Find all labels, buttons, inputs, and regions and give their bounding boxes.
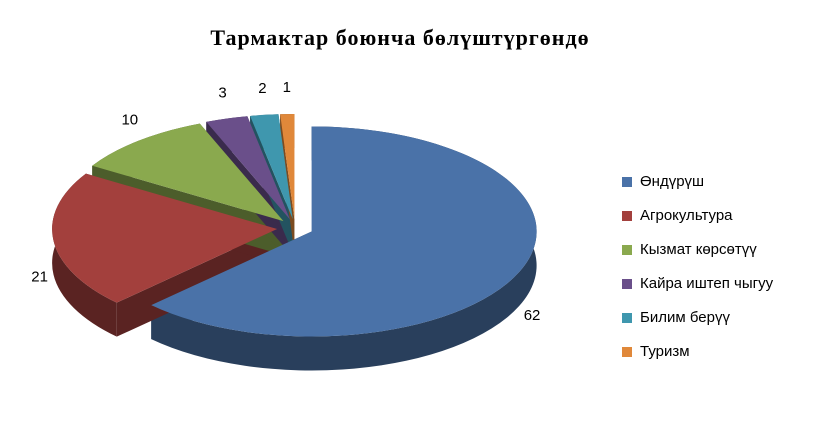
legend-swatch (622, 279, 632, 289)
data-label: 1 (283, 79, 291, 96)
legend-label: Өндүрүш (640, 173, 704, 190)
legend-swatch (622, 313, 632, 323)
chart: Тармактар боюнча бөлүштүргөндө 62 21 10 3 21… (0, 0, 826, 434)
data-label: 62 (524, 307, 541, 324)
legend-label: Кайра иштеп чыгуу (640, 275, 774, 292)
data-label: 2 (258, 80, 266, 97)
legend-label: Кызмат көрсөтүү (640, 241, 757, 258)
chart-title: Тармактар боюнча бөлүштүргөндө (210, 25, 589, 50)
legend-swatch (622, 347, 632, 357)
legend-label: Туризм (640, 343, 690, 360)
data-label: 10 (121, 112, 138, 129)
data-label: 21 (31, 268, 48, 285)
legend-label: Билим берүү (640, 309, 730, 326)
legend-swatch (622, 177, 632, 187)
legend-swatch (622, 211, 632, 221)
data-label: 3 (218, 85, 226, 102)
legend-swatch (622, 245, 632, 255)
legend-label: Агрокультура (640, 207, 733, 224)
